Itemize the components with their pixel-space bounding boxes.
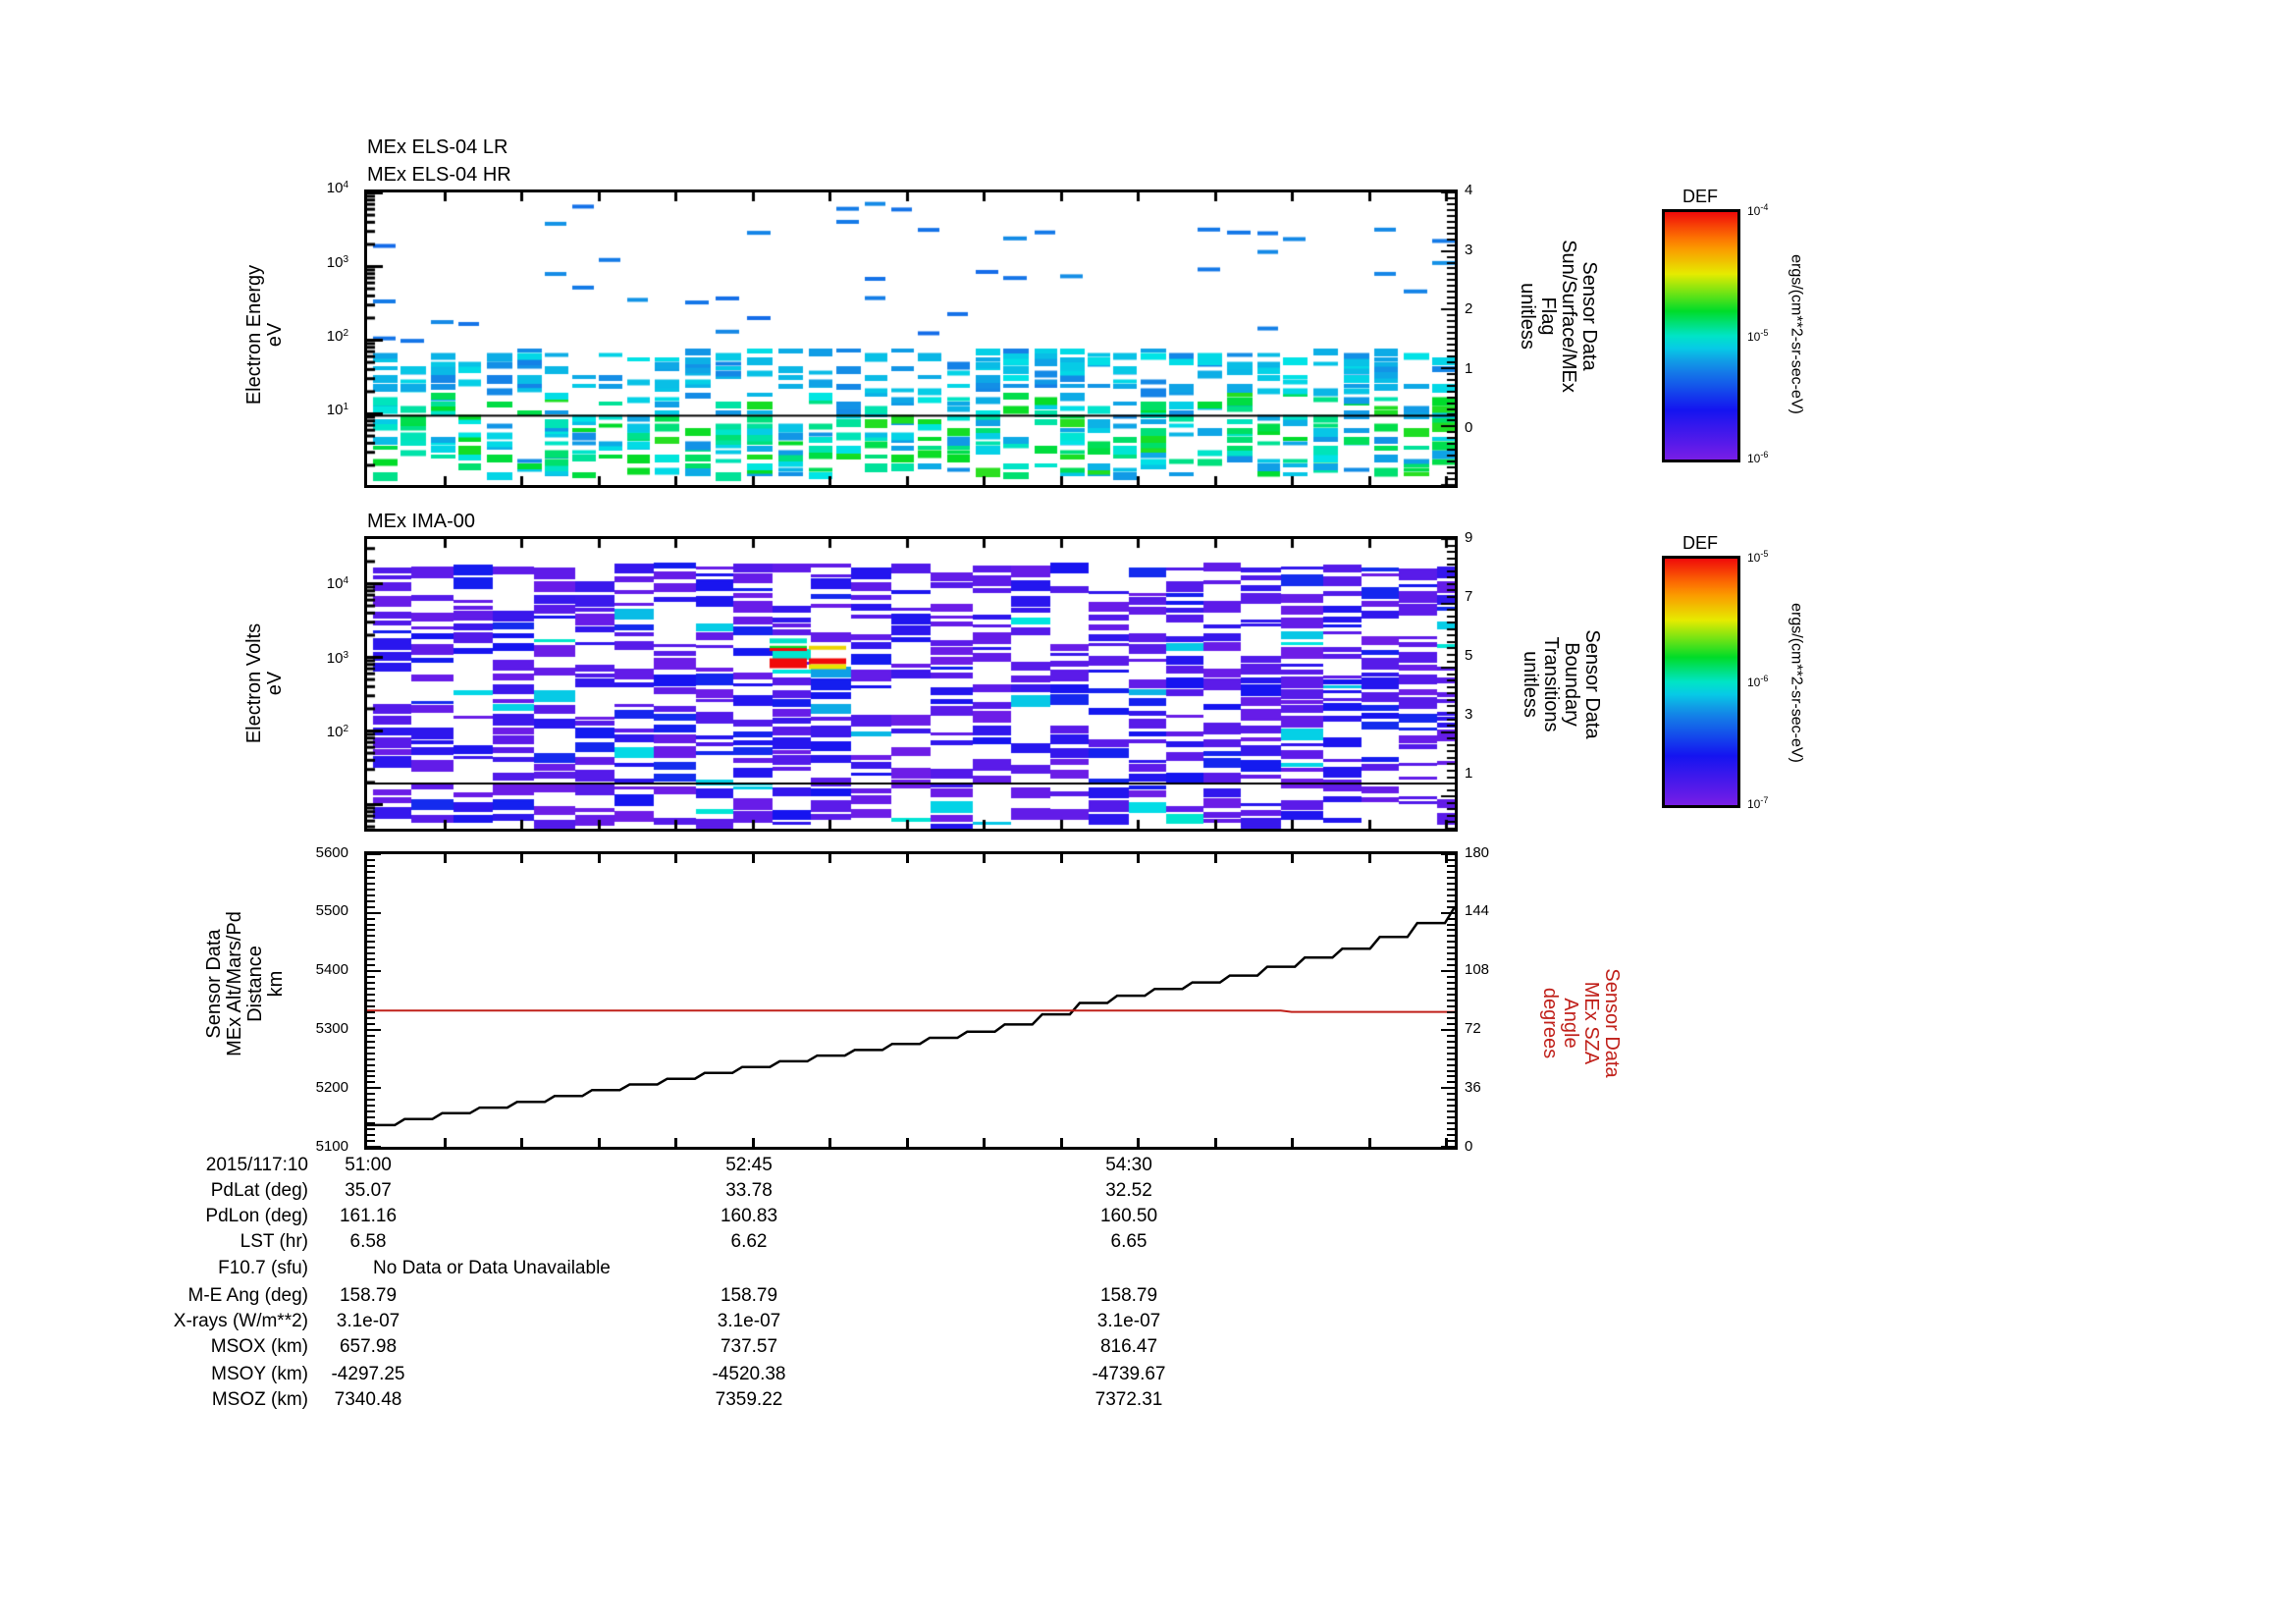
bottom-ytick: 5300	[315, 1020, 348, 1037]
ephemeris-value: 3.1e-07	[717, 1311, 781, 1331]
top-right-tick: 0	[1465, 419, 1473, 436]
top-ylabel: Electron Energy eV	[243, 264, 286, 406]
bottom-right-tick: 180	[1465, 844, 1490, 861]
top-right-tick: 4	[1465, 182, 1473, 198]
bottom-ylabel: Sensor Data MEx Alt/Mars/Pd Distance km	[203, 911, 287, 1056]
ephemeris-value: 6.58	[349, 1231, 387, 1252]
top-colorbar-title: DEF	[1682, 187, 1718, 206]
middle-colorbar-tick: 10-7	[1747, 795, 1769, 811]
ephemeris-row-label: PdLon (deg)	[205, 1206, 308, 1226]
middle-ytick: 102	[326, 724, 348, 740]
top-spectrogram-canvas	[367, 192, 1455, 485]
middle-colorbar-tick: 10-5	[1747, 549, 1769, 565]
ephemeris-row-label: X-rays (W/m**2)	[173, 1311, 308, 1331]
bottom-right-tick: 72	[1465, 1020, 1481, 1037]
top-panel-title-lr: MEx ELS-04 LR	[367, 136, 508, 158]
ephemeris-value: 32.52	[1105, 1180, 1152, 1201]
bottom-ytick: 5400	[315, 961, 348, 978]
ephemeris-value: 160.50	[1099, 1206, 1158, 1226]
ephemeris-value: 737.57	[720, 1336, 778, 1357]
altitude-line	[367, 905, 1457, 1127]
top-ytick: 103	[326, 254, 348, 271]
ephemeris-row-label: M-E Ang (deg)	[187, 1285, 309, 1306]
top-colorbar-tick: 10-5	[1747, 328, 1769, 344]
ephemeris-value: 6.62	[730, 1231, 768, 1252]
middle-right-label: Sensor Data Boundary Transitions unitless	[1520, 629, 1603, 739]
ephemeris-value: 35.07	[345, 1180, 392, 1201]
middle-ytick: 103	[326, 650, 348, 667]
top-ytick: 101	[326, 402, 348, 418]
middle-right-tick: 1	[1465, 765, 1473, 782]
top-colorbar-tick: 10-6	[1747, 450, 1769, 465]
top-panel-title-hr: MEx ELS-04 HR	[367, 164, 511, 186]
ephemeris-value: 160.83	[720, 1206, 778, 1226]
top-right-tick: 2	[1465, 300, 1473, 317]
middle-colorbar-units: ergs/(cm**2-sr-sec-eV)	[1788, 603, 1805, 763]
middle-colorbar-title: DEF	[1682, 533, 1718, 553]
bottom-lineplot-svg	[367, 853, 1457, 1148]
ephemeris-value: 7359.22	[715, 1389, 783, 1410]
top-ytick: 104	[326, 180, 348, 196]
ephemeris-value: 54:30	[1105, 1155, 1152, 1175]
ephemeris-value: 51:00	[345, 1155, 392, 1175]
middle-colorbar	[1662, 556, 1740, 808]
ephemeris-value: 7372.31	[1095, 1389, 1163, 1410]
middle-spectrogram	[364, 536, 1458, 832]
middle-spectrogram-canvas	[367, 539, 1455, 829]
middle-ylabel: Electron Volts eV	[243, 622, 286, 744]
middle-colorbar-tick: 10-6	[1747, 674, 1769, 689]
ephemeris-value: 33.78	[725, 1180, 773, 1201]
sza-angle-line	[367, 1009, 1455, 1013]
ephemeris-row-label: MSOX (km)	[210, 1336, 308, 1357]
ephemeris-value: -4297.25	[331, 1364, 405, 1384]
ephemeris-value: 158.79	[1099, 1285, 1158, 1306]
ephemeris-value: 3.1e-07	[336, 1311, 400, 1331]
bottom-right-tick: 108	[1465, 961, 1490, 978]
ephemeris-value: 816.47	[1099, 1336, 1158, 1357]
top-colorbar-tick: 10-4	[1747, 202, 1769, 218]
ephemeris-value: 158.79	[720, 1285, 778, 1306]
middle-right-tick: 9	[1465, 529, 1473, 546]
bottom-right-tick: 144	[1465, 902, 1490, 919]
top-right-tick: 1	[1465, 360, 1473, 377]
bottom-ytick: 5200	[315, 1079, 348, 1096]
bottom-right-label: Sensor Data MEx SZA Angle degrees	[1539, 968, 1623, 1078]
middle-right-tick: 7	[1465, 588, 1473, 605]
ephemeris-value: 3.1e-07	[1096, 1311, 1161, 1331]
ephemeris-value: 6.65	[1110, 1231, 1148, 1252]
bottom-right-tick: 36	[1465, 1079, 1481, 1096]
top-colorbar	[1662, 209, 1740, 462]
ephemeris-row-label: MSOZ (km)	[211, 1389, 308, 1410]
middle-right-tick: 5	[1465, 647, 1473, 664]
middle-right-tick: 3	[1465, 706, 1473, 723]
bottom-right-tick: 0	[1465, 1138, 1473, 1155]
bottom-ytick: 5500	[315, 902, 348, 919]
middle-panel-title: MEx IMA-00	[367, 511, 476, 532]
ephemeris-row-label: LST (hr)	[240, 1231, 308, 1252]
f107-no-data-note: No Data or Data Unavailable	[373, 1258, 611, 1278]
ephemeris-row-label: PdLat (deg)	[210, 1180, 308, 1201]
top-colorbar-units: ergs/(cm**2-sr-sec-eV)	[1788, 254, 1805, 414]
bottom-ytick: 5600	[315, 844, 348, 861]
bottom-lineplot	[364, 851, 1458, 1150]
top-spectrogram	[364, 189, 1458, 488]
ephemeris-value: 161.16	[339, 1206, 398, 1226]
ephemeris-row-label: 2015/117:10	[205, 1155, 308, 1175]
ephemeris-row-label: F10.7 (sfu)	[218, 1258, 308, 1278]
top-right-label: Sensor Data Sun/Surface/MEx Flag unitless	[1517, 240, 1600, 393]
ephemeris-row-label: MSOY (km)	[211, 1364, 308, 1384]
bottom-ytick: 5100	[315, 1138, 348, 1155]
ephemeris-value: 657.98	[339, 1336, 398, 1357]
ephemeris-value: 52:45	[725, 1155, 773, 1175]
ephemeris-value: -4520.38	[712, 1364, 786, 1384]
middle-ytick: 104	[326, 575, 348, 592]
ephemeris-value: -4739.67	[1092, 1364, 1166, 1384]
ephemeris-value: 7340.48	[334, 1389, 402, 1410]
top-ytick: 102	[326, 328, 348, 345]
ephemeris-value: 158.79	[339, 1285, 398, 1306]
top-right-tick: 3	[1465, 242, 1473, 258]
